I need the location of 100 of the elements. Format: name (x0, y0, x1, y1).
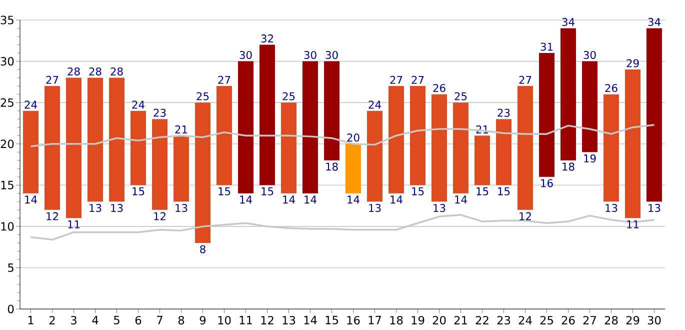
data-label: 23 (498, 108, 510, 117)
annotation: 15 (262, 187, 274, 196)
y-tick-label: 0 (8, 304, 14, 314)
annotation: 14 (240, 196, 252, 204)
x-tick-label: 29 (626, 316, 640, 325)
x-tick-label: 28 (604, 316, 618, 325)
y-tick-label: 5 (8, 264, 14, 272)
bar (432, 94, 447, 202)
annotation: 15 (132, 187, 144, 196)
data-label: 25 (196, 92, 209, 100)
x-tick-label: 23 (497, 316, 510, 325)
x-tick-label: 25 (540, 316, 553, 325)
y-tick-label: 25 (0, 98, 14, 107)
annotation: 14 (390, 196, 402, 204)
x-tick-label: 10 (218, 316, 231, 325)
data-label: 27 (390, 76, 402, 84)
annotation: 14 (283, 196, 295, 204)
annotation: 16 (541, 179, 553, 188)
bar (367, 110, 382, 202)
bar (646, 28, 662, 202)
y-tick-label: 35 (0, 16, 14, 24)
bar (560, 28, 576, 160)
annotation: 15 (218, 187, 230, 196)
x-tick-label: 7 (157, 316, 162, 324)
data-label: 27 (412, 76, 424, 84)
bar (302, 61, 318, 194)
y-tick-label: 15 (1, 180, 14, 190)
data-label: 24 (368, 100, 381, 109)
annotation: 13 (111, 204, 123, 212)
bar (66, 78, 82, 218)
data-label: 27 (519, 76, 532, 84)
data-label: 34 (648, 18, 660, 26)
data-label: 25 (282, 92, 295, 100)
bar (324, 61, 340, 160)
annotation: 15 (498, 187, 510, 196)
x-tick-label: 8 (178, 316, 184, 325)
bar (152, 119, 168, 210)
annotation: 14 (25, 196, 37, 204)
bar (518, 86, 533, 210)
y-tick-label: 20 (0, 140, 14, 148)
data-label: 21 (175, 125, 188, 134)
bar (582, 61, 598, 152)
x-tick-label: 14 (304, 316, 317, 324)
y-tick-label: 30 (0, 57, 14, 66)
annotation: 15 (476, 187, 488, 196)
data-label: 30 (584, 50, 596, 60)
annotation: 14 (304, 196, 316, 204)
data-label: 30 (326, 50, 338, 60)
data-label: 26 (605, 84, 618, 92)
annotation: 13 (606, 204, 618, 212)
x-tick-label: 11 (240, 316, 252, 324)
bar (388, 86, 404, 194)
annotation: 13 (90, 204, 102, 212)
data-label: 30 (240, 50, 252, 60)
x-tick-label: 2 (49, 316, 55, 324)
x-tick-label: 18 (390, 316, 403, 325)
annotation: 12 (46, 212, 58, 220)
bar (410, 86, 426, 186)
data-label: 24 (132, 100, 144, 109)
annotation: 14 (348, 196, 360, 204)
x-tick-label: 24 (518, 316, 532, 324)
data-label: 26 (433, 84, 446, 92)
data-label: 27 (218, 76, 230, 84)
x-tick-label: 13 (282, 316, 296, 325)
data-label: 29 (626, 59, 639, 68)
data-label: 27 (46, 76, 58, 84)
bar (238, 61, 254, 194)
bar (88, 78, 103, 202)
annotation: 8 (200, 245, 206, 254)
annotation: 13 (434, 204, 446, 212)
annotation: 14 (455, 196, 467, 204)
x-tick-label: 6 (135, 316, 142, 325)
data-label: 31 (540, 42, 553, 51)
bar (195, 102, 210, 243)
bar (216, 86, 232, 186)
x-tick-label: 4 (92, 316, 98, 324)
x-tick-label: 20 (432, 316, 446, 325)
data-label: 25 (454, 92, 467, 100)
bar (44, 86, 60, 210)
x-tick-label: 26 (562, 316, 575, 325)
x-tick-label: 3 (71, 316, 76, 325)
bar (474, 136, 490, 186)
bar (174, 136, 189, 202)
annotation: 11 (68, 220, 80, 228)
annotation: 12 (520, 212, 531, 220)
bar (496, 119, 512, 186)
annotation: 18 (326, 162, 338, 171)
x-tick-label: 12 (261, 316, 274, 324)
annotation: 12 (154, 212, 166, 220)
annotation: 13 (648, 204, 660, 212)
bar (453, 102, 468, 194)
x-tick-label: 16 (347, 316, 360, 325)
data-label: 30 (304, 50, 316, 60)
bar (130, 110, 146, 186)
x-tick-label: 5 (114, 316, 120, 324)
annotation: 11 (627, 220, 639, 228)
data-label: 28 (89, 67, 102, 76)
data-label: 34 (562, 18, 574, 26)
data-label: 28 (110, 67, 123, 76)
x-tick-label: 27 (583, 316, 596, 324)
